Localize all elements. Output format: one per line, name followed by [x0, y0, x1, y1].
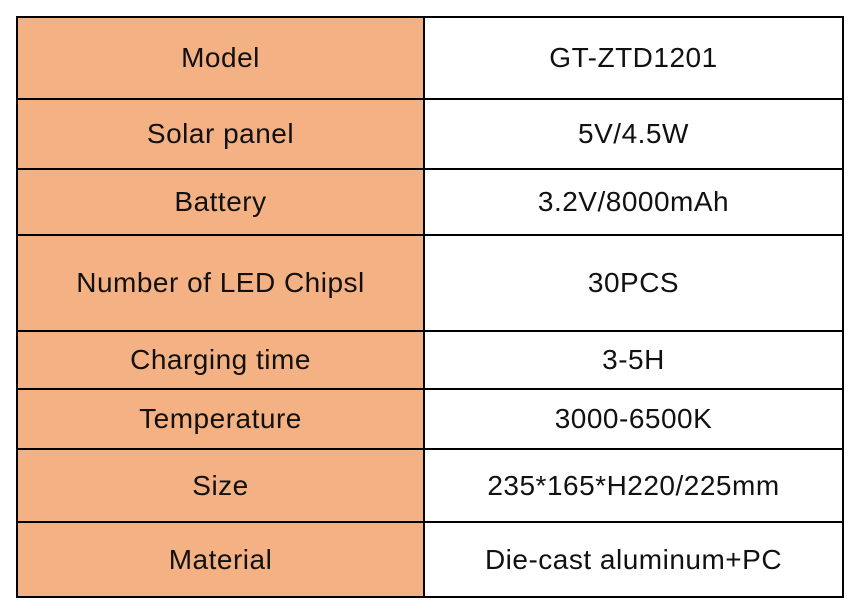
spec-label: Solar panel	[16, 98, 425, 170]
table-row: Material Die-cast aluminum+PC	[16, 521, 844, 598]
spec-table: Model GT-ZTD1201 Solar panel 5V/4.5W Battery…	[16, 16, 844, 598]
table-row: Number of LED Chipsl 30PCS	[16, 234, 844, 332]
spec-value: Die-cast aluminum+PC	[423, 521, 844, 598]
spec-label: Battery	[16, 168, 425, 236]
spec-label: Size	[16, 448, 425, 523]
table-row: Temperature 3000-6500K	[16, 388, 844, 450]
spec-label: Material	[16, 521, 425, 598]
spec-value: 3.2V/8000mAh	[423, 168, 844, 236]
table-row: Charging time 3-5H	[16, 330, 844, 390]
table-row: Model GT-ZTD1201	[16, 16, 844, 100]
spec-label: Number of LED Chipsl	[16, 234, 425, 332]
spec-value: 3-5H	[423, 330, 844, 390]
spec-value: 30PCS	[423, 234, 844, 332]
spec-label: Model	[16, 16, 425, 100]
spec-label: Charging time	[16, 330, 425, 390]
spec-value: GT-ZTD1201	[423, 16, 844, 100]
spec-value: 235*165*H220/225mm	[423, 448, 844, 523]
table-body: Model GT-ZTD1201 Solar panel 5V/4.5W Battery…	[16, 16, 844, 598]
table-row: Battery 3.2V/8000mAh	[16, 168, 844, 236]
table-row: Solar panel 5V/4.5W	[16, 98, 844, 170]
spec-label: Temperature	[16, 388, 425, 450]
table-row: Size 235*165*H220/225mm	[16, 448, 844, 523]
spec-value: 5V/4.5W	[423, 98, 844, 170]
spec-value: 3000-6500K	[423, 388, 844, 450]
